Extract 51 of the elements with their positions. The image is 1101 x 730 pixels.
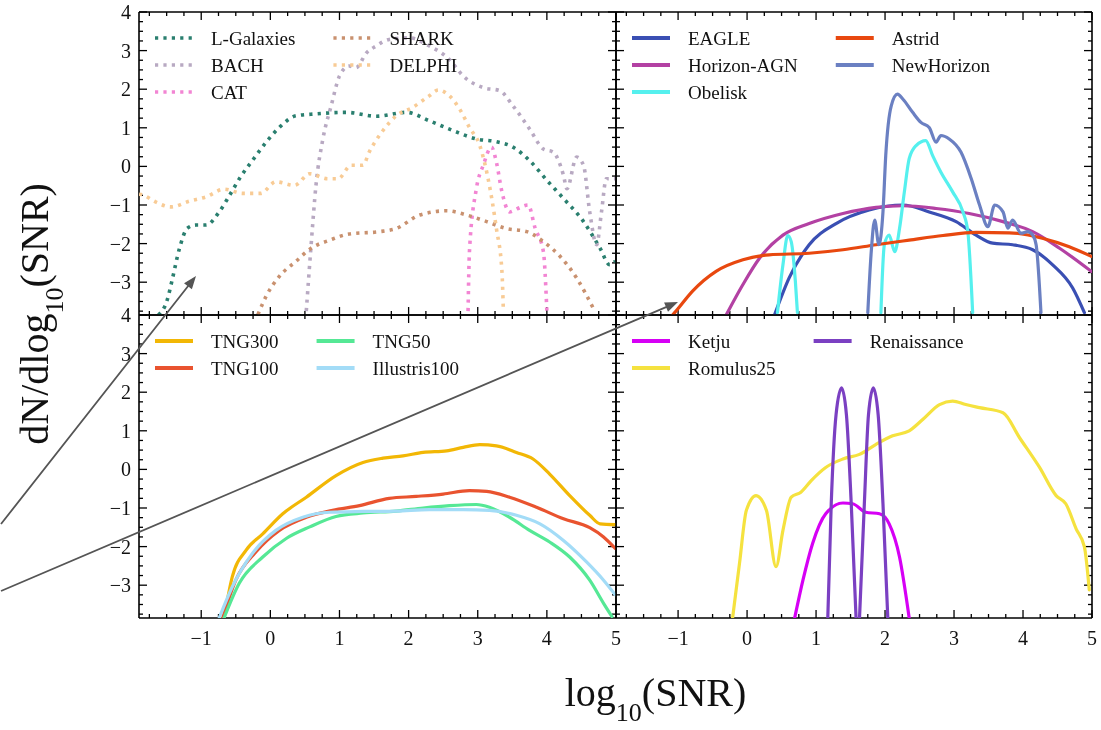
legend-label: Romulus25: [688, 357, 776, 379]
y-tick-label: 2: [121, 381, 131, 404]
y-tick-label: 2: [121, 78, 131, 101]
x-tick-label: 2: [403, 627, 414, 649]
legend-label: NewHorizon: [891, 54, 991, 76]
legend-label: TNG300: [211, 330, 279, 352]
legend-label: Ketju: [688, 330, 731, 352]
x-tick-label: 0: [265, 627, 276, 649]
legend-label: CAT: [211, 81, 248, 103]
y-tick-label: 3: [121, 342, 131, 365]
y-tick-label: −1: [109, 193, 131, 216]
y-tick-label: 1: [121, 419, 131, 442]
x-tick-label: 1: [811, 627, 822, 649]
legend-label: Astrid: [891, 27, 940, 49]
y-tick-label: 1: [121, 116, 131, 139]
y-tick-label: 3: [121, 39, 131, 62]
x-tick-label: 5: [611, 627, 621, 649]
legend-label: L-Galaxies: [211, 27, 296, 49]
y-tick-label: 4: [121, 1, 131, 23]
legend-label: Obelisk: [688, 81, 748, 103]
line-series: [466, 145, 549, 313]
y-tick-label: 0: [121, 155, 131, 178]
x-tick-label: 3: [949, 627, 960, 649]
legend-label: SHARK: [389, 27, 455, 49]
x-tick-label: 1: [334, 627, 345, 649]
legend-label: Horizon-AGN: [688, 54, 799, 76]
legend-label: Renaissance: [869, 330, 964, 352]
y-tick-label: −2: [109, 535, 131, 558]
line-series: [256, 208, 595, 315]
legend-label: TNG50: [372, 330, 431, 352]
legend-label: Illustris100: [372, 357, 460, 379]
legend-label: BACH: [211, 54, 265, 76]
x-tick-label: −1: [667, 627, 689, 649]
x-tick-label: 4: [1018, 627, 1029, 649]
x-tick-label: −1: [190, 627, 212, 649]
x-tick-label: 2: [880, 627, 891, 649]
x-tick-label: 5: [1087, 627, 1097, 649]
legend-label: EAGLE: [688, 27, 751, 49]
x-tick-label: 0: [742, 627, 753, 649]
x-axis-title: log$_{10}$(SNR): [564, 670, 747, 727]
y-tick-label: −3: [109, 574, 131, 597]
legend-label: DELPHI: [389, 54, 457, 76]
legend-label: TNG100: [211, 357, 279, 379]
y-tick-label: 4: [121, 304, 131, 326]
y-tick-label: −2: [109, 232, 131, 255]
x-tick-label: 3: [472, 627, 483, 649]
y-tick-label: −1: [109, 496, 131, 519]
x-tick-label: 4: [541, 627, 552, 649]
y-tick-label: −3: [109, 271, 131, 294]
line-series: [156, 110, 616, 315]
y-tick-label: 0: [121, 458, 131, 481]
